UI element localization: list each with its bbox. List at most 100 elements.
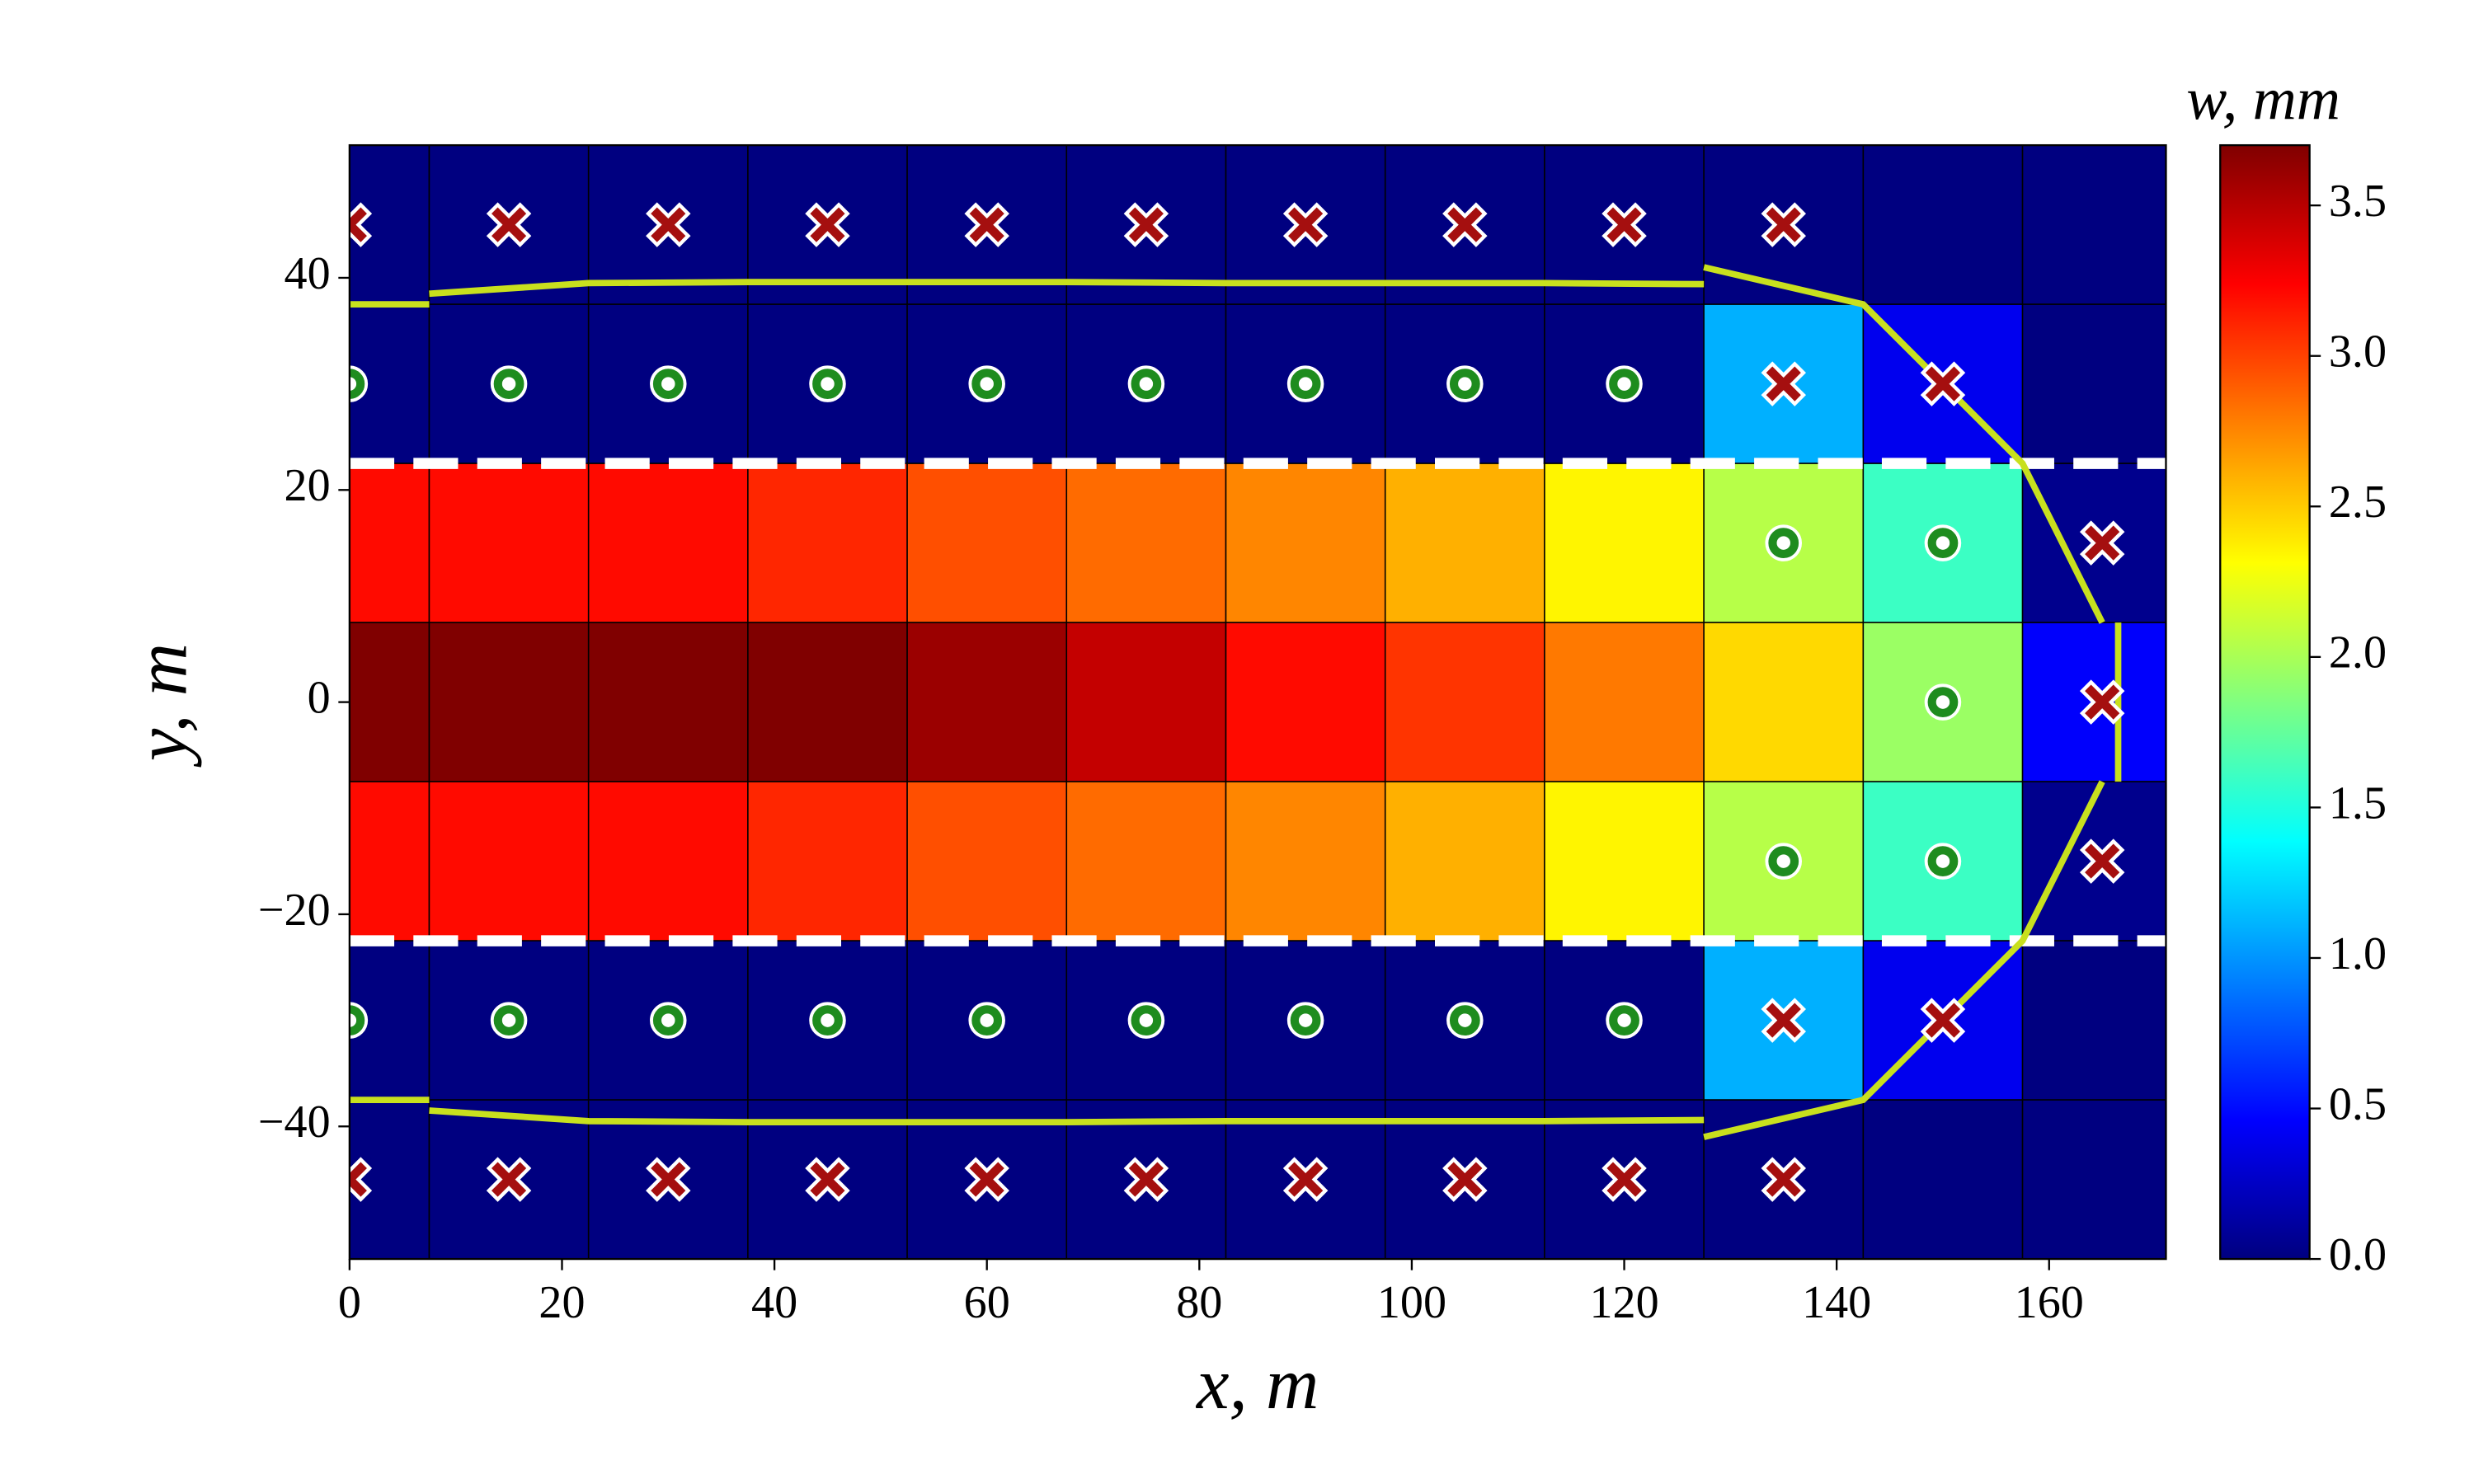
heatmap-cell bbox=[1703, 622, 1865, 782]
cross-marker-body bbox=[492, 1162, 527, 1197]
cross-marker-body bbox=[969, 207, 1004, 242]
circle-marker-inner bbox=[818, 374, 837, 393]
cross-marker-body bbox=[1606, 207, 1642, 242]
circle-marker-inner bbox=[1933, 693, 1953, 711]
cross-marker-body bbox=[810, 1162, 845, 1197]
colorbar-tick-label: 0.5 bbox=[2329, 1078, 2387, 1129]
cross-marker bbox=[805, 202, 850, 247]
colorbar bbox=[2219, 143, 2311, 1261]
y-tick-label: −40 bbox=[258, 1097, 331, 1148]
heatmap-cell bbox=[1544, 463, 1705, 623]
colorbar-tick-label: 0.0 bbox=[2329, 1229, 2387, 1280]
circle-marker-inner bbox=[499, 374, 519, 393]
heatmap-cell bbox=[1225, 781, 1386, 942]
heatmap-cell bbox=[906, 622, 1068, 782]
cross-marker bbox=[2079, 520, 2125, 566]
cross-marker-body bbox=[1447, 1162, 1483, 1197]
circle-marker bbox=[349, 1002, 369, 1039]
cross-marker-body bbox=[651, 1162, 686, 1197]
cross-marker bbox=[1761, 202, 1806, 247]
cross-marker bbox=[646, 1157, 691, 1202]
circle-marker bbox=[1765, 843, 1803, 880]
x-axis-label: x, m bbox=[1195, 1344, 1319, 1425]
heatmap-cell bbox=[2021, 940, 2166, 1101]
x-tick-label: 0 bbox=[338, 1277, 361, 1328]
heatmap-cell bbox=[349, 1099, 430, 1260]
colorbar-tick-label: 2.5 bbox=[2329, 477, 2387, 528]
heatmap-cell bbox=[747, 781, 908, 942]
circle-marker bbox=[968, 1002, 1005, 1039]
cross-marker bbox=[1282, 1157, 1329, 1202]
x-tick-label: 40 bbox=[751, 1277, 797, 1328]
circle-marker-inner bbox=[977, 374, 996, 393]
circle-marker-inner bbox=[1456, 1011, 1475, 1030]
circle-marker bbox=[1606, 365, 1643, 402]
x-tick-label: 20 bbox=[539, 1277, 585, 1328]
circle-marker-inner bbox=[1774, 533, 1793, 552]
circle-marker-inner bbox=[1456, 374, 1475, 393]
x-tick-label: 100 bbox=[1377, 1277, 1446, 1328]
heatmap-cell bbox=[587, 781, 749, 942]
circle-marker bbox=[809, 1002, 846, 1039]
heatmap-cell bbox=[2021, 303, 2166, 464]
heatmap-cell bbox=[1384, 622, 1545, 782]
circle-marker-inner bbox=[1774, 852, 1793, 871]
circle-marker-inner bbox=[1615, 374, 1634, 393]
cross-marker bbox=[1442, 202, 1488, 247]
circle-marker bbox=[968, 365, 1005, 402]
circle-marker-inner bbox=[1296, 374, 1315, 393]
circle-marker-inner bbox=[818, 1011, 837, 1030]
circle-marker-inner bbox=[499, 1011, 519, 1030]
x-tick-label: 140 bbox=[1802, 1277, 1871, 1328]
heatmap-cell bbox=[349, 463, 430, 623]
y-tick-label: 40 bbox=[285, 248, 331, 299]
cross-marker-body bbox=[2085, 843, 2120, 879]
circle-marker bbox=[1924, 683, 1962, 721]
cross-marker bbox=[486, 202, 532, 247]
heatmap-cell bbox=[587, 463, 749, 623]
circle-marker bbox=[1286, 1002, 1324, 1039]
y-tick-label: −20 bbox=[258, 885, 331, 936]
cross-marker-body bbox=[1925, 366, 1961, 402]
heatmap-cell bbox=[2021, 1099, 2166, 1260]
cross-marker-body bbox=[1925, 1003, 1961, 1038]
circle-marker-inner bbox=[349, 374, 359, 393]
heatmap-cell bbox=[428, 622, 590, 782]
cross-marker-body bbox=[651, 207, 686, 242]
heatmap-cell bbox=[1544, 622, 1705, 782]
cross-marker bbox=[964, 1157, 1009, 1202]
cross-marker bbox=[1442, 1157, 1488, 1202]
circle-marker-inner bbox=[1136, 1011, 1156, 1030]
x-tick-label: 120 bbox=[1589, 1277, 1658, 1328]
cross-marker bbox=[349, 202, 373, 247]
cross-marker-body bbox=[349, 1162, 367, 1197]
cross-marker bbox=[486, 1157, 532, 1202]
heatmap-cell bbox=[349, 145, 430, 305]
cross-marker bbox=[1602, 202, 1647, 247]
heatmap-cell bbox=[1862, 1099, 2024, 1260]
heatmap-cell bbox=[1384, 781, 1545, 942]
cross-marker bbox=[646, 202, 691, 247]
heatmap-cell bbox=[906, 463, 1068, 623]
heatmap-cell bbox=[587, 622, 749, 782]
circle-marker bbox=[1286, 365, 1324, 402]
cross-marker bbox=[349, 1157, 373, 1202]
cross-marker-body bbox=[2085, 525, 2120, 561]
plot-area bbox=[349, 145, 2166, 1260]
heatmap-cell bbox=[747, 622, 908, 782]
cross-marker-body bbox=[1288, 207, 1324, 242]
cross-marker bbox=[1761, 361, 1806, 406]
colorbar-tick-label: 1.0 bbox=[2329, 928, 2387, 979]
cross-marker-body bbox=[2085, 684, 2120, 720]
colorbar-tick-label: 2.0 bbox=[2329, 627, 2387, 679]
circle-marker bbox=[490, 365, 528, 402]
cross-marker-body bbox=[1288, 1162, 1324, 1197]
heatmap-cell bbox=[1065, 781, 1227, 942]
heatmap-cell bbox=[1544, 781, 1705, 942]
y-tick-label: 20 bbox=[285, 460, 331, 511]
cross-marker bbox=[1761, 1157, 1806, 1202]
cross-marker bbox=[1920, 998, 1966, 1043]
circle-marker-inner bbox=[1296, 1011, 1315, 1030]
cross-marker-body bbox=[1606, 1162, 1642, 1197]
circle-marker bbox=[1765, 524, 1803, 561]
